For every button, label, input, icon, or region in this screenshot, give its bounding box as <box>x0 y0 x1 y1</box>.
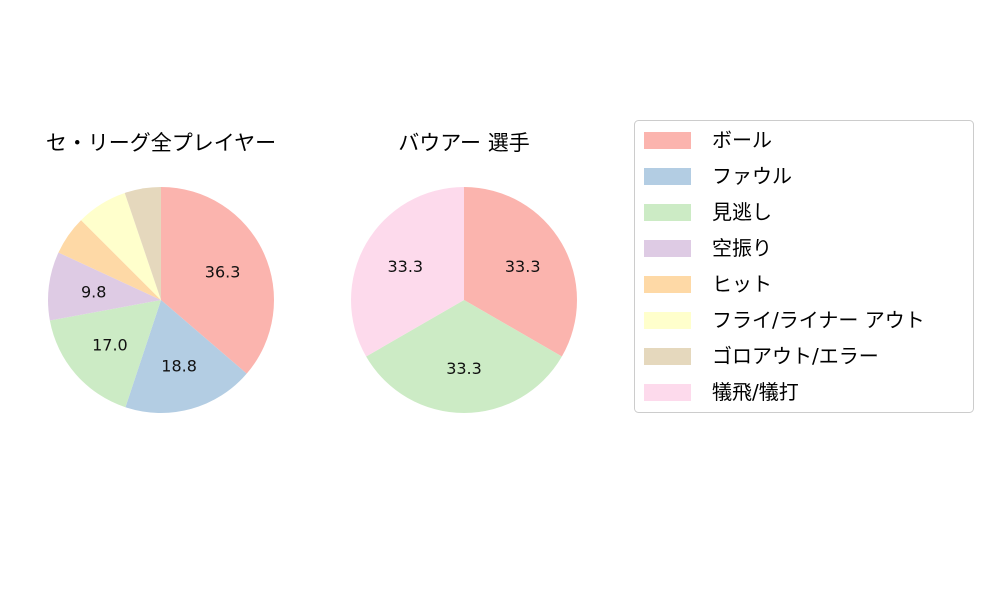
pie-value-label: 33.3 <box>446 359 482 378</box>
pie-slice-フライ-ライナー-アウト <box>81 192 161 300</box>
pie-value-label: 33.3 <box>387 257 423 276</box>
legend-swatch-フライ-ライナー-アウト <box>644 312 691 329</box>
pie-value-label: 33.3 <box>505 257 541 276</box>
pie-slice-ファウル <box>125 300 247 413</box>
legend-swatch-ファウル <box>644 168 691 185</box>
legend-label-犠飛-犠打: 犠飛/犠打 <box>712 380 799 404</box>
legend-label-ゴロアウト-エラー: ゴロアウト/エラー <box>712 344 879 368</box>
legend-label-ボール: ボール <box>712 128 772 152</box>
legend-swatch-犠飛-犠打 <box>644 384 691 401</box>
legend-label-ファウル: ファウル <box>712 164 792 188</box>
pie-value-label: 36.3 <box>205 263 241 282</box>
legend-label-ヒット: ヒット <box>712 272 772 296</box>
pie-slice-見逃し <box>49 300 161 408</box>
pie-slice-ボール <box>161 187 274 374</box>
pie-slice-空振り <box>48 252 161 321</box>
pie-slice-犠飛-犠打 <box>351 187 464 357</box>
pie-slice-見逃し <box>366 300 562 414</box>
pie-all-players: 36.3 18.8 17.0 9.8 <box>48 187 274 413</box>
pie-value-label: 17.0 <box>92 336 128 355</box>
legend-swatch-見逃し <box>644 204 691 221</box>
legend-label-空振り: 空振り <box>712 236 772 260</box>
legend-swatch-ボール <box>644 132 691 149</box>
pie-slice-ゴロアウト-エラー <box>124 187 161 300</box>
legend-label-フライ-ライナー-アウト: フライ/ライナー アウト <box>712 308 925 332</box>
pie-value-label: 9.8 <box>81 283 106 302</box>
legend-swatch-ヒット <box>644 276 691 293</box>
pie-slice-ボール <box>464 186 577 357</box>
pie-bauer: 33.3 33.3 33.3 <box>351 186 577 414</box>
chart-title-all-players: セ・リーグ全プレイヤー <box>46 131 276 155</box>
pie-value-label: 18.8 <box>161 356 197 375</box>
chart-title-bauer: バウアー 選手 <box>398 131 529 155</box>
legend-label-見逃し: 見逃し <box>712 200 772 224</box>
pie-slice-ヒット <box>58 220 161 300</box>
legend-swatch-ゴロアウト-エラー <box>644 348 691 365</box>
legend-frame <box>634 120 974 413</box>
legend-swatch-空振り <box>644 240 691 257</box>
